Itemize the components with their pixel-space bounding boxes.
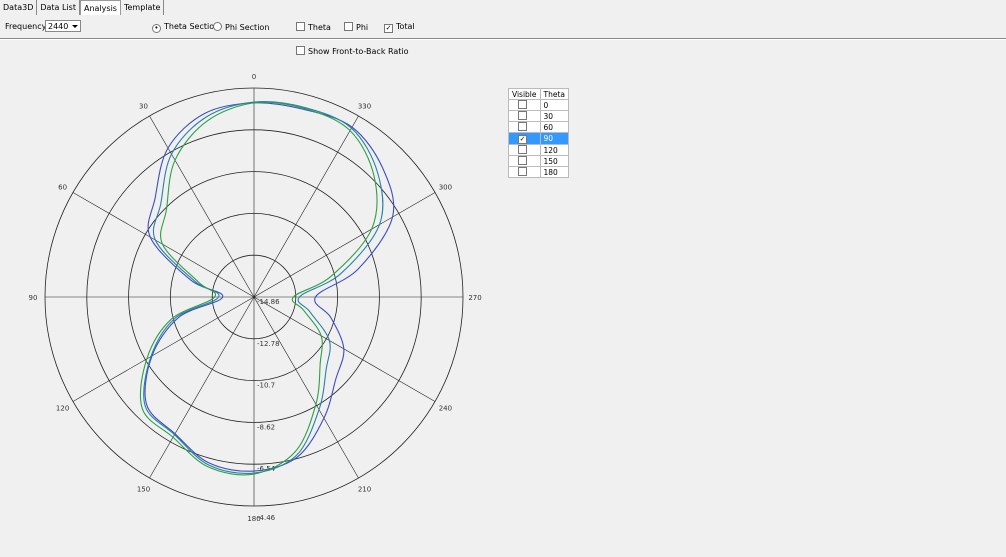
visible-cell: ✓ [508, 132, 541, 145]
frequency-label: Frequency: [5, 22, 49, 31]
angle-label: 270 [468, 294, 481, 302]
theta-cell: 180 [539, 166, 569, 178]
checkbox[interactable]: ✓ [384, 24, 393, 33]
checkbox[interactable] [518, 122, 527, 131]
angle-label: 30 [139, 103, 148, 111]
r-tick-label: -12.78 [257, 340, 280, 348]
theta-cell: 30 [539, 110, 569, 122]
table-row[interactable]: 30 [508, 110, 569, 122]
visible-cell [508, 99, 541, 111]
spoke [253, 192, 436, 298]
pattern-curve [139, 101, 378, 476]
spoke [149, 115, 255, 298]
tab[interactable]: Template [121, 0, 165, 15]
theta-section-option[interactable]: • Theta Section [152, 22, 219, 33]
theta-cell: 120 [539, 144, 569, 156]
table-row[interactable]: 0 [508, 99, 569, 111]
checkbox[interactable] [518, 111, 527, 120]
option-label: Show Front-to-Back Ratio [308, 47, 409, 56]
spoke [72, 192, 255, 298]
option-label: Phi Section [225, 23, 270, 32]
angle-label: 120 [56, 405, 69, 413]
tab[interactable]: Analysis [80, 0, 121, 15]
column-header: Visible [508, 88, 541, 100]
phi-option[interactable]: Phi [344, 22, 368, 32]
theta-cell: 90 [539, 132, 569, 145]
theta-cell: 150 [539, 155, 569, 167]
r-tick-label: -14.86 [257, 298, 280, 306]
checkbox[interactable] [518, 145, 527, 154]
angle-label: 0 [252, 73, 256, 81]
theta-cell: 0 [539, 99, 569, 111]
checkbox[interactable] [344, 22, 353, 31]
tab-bar: Data3D Data List Analysis Template [0, 0, 165, 15]
radio-button[interactable] [213, 22, 222, 31]
tab[interactable]: Data3D [0, 0, 38, 15]
spoke [149, 296, 255, 479]
spoke [253, 296, 436, 402]
angle-label: 90 [29, 294, 38, 302]
front-to-back-option[interactable]: Show Front-to-Back Ratio [296, 46, 409, 56]
option-label: Theta [308, 23, 331, 32]
tab[interactable]: Data List [37, 0, 80, 15]
option-label: Total [396, 22, 415, 31]
total-option[interactable]: ✓ Total [384, 22, 415, 33]
angle-label: 180 [247, 515, 260, 523]
checkbox[interactable] [296, 46, 305, 55]
angle-label: 330 [358, 103, 371, 111]
theta-cell: 60 [539, 121, 569, 133]
phi-section-option[interactable]: Phi Section [213, 22, 269, 32]
angle-label: 300 [439, 184, 452, 192]
checkbox[interactable] [518, 156, 527, 165]
spoke [253, 115, 359, 298]
visible-cell [508, 121, 541, 133]
frequency-dropdown[interactable]: 2440 [45, 20, 81, 32]
r-tick-label: -10.7 [257, 382, 275, 390]
r-tick-label: -8.62 [257, 423, 275, 431]
polar-chart: -14.86-12.78-10.7-8.62-6.54-4.4603060901… [29, 73, 482, 523]
checkbox[interactable] [518, 167, 527, 176]
table-row[interactable]: 60 [508, 121, 569, 133]
visible-cell [508, 144, 541, 156]
checkbox[interactable] [518, 100, 527, 109]
table-row[interactable]: 180 [508, 166, 569, 178]
table-row[interactable]: 120 [508, 144, 569, 156]
visible-cell [508, 110, 541, 122]
visible-cell [508, 166, 541, 178]
angle-label: 240 [439, 405, 452, 413]
separator [0, 38, 1006, 40]
pattern-curve [143, 101, 384, 474]
option-label: Phi [356, 23, 369, 32]
angle-label: 60 [58, 184, 67, 192]
column-header: Theta [539, 88, 569, 100]
theta-table: Visible Theta 0 30 60 ✓ 90 120 150 180 [508, 88, 569, 178]
table-row[interactable]: 150 [508, 155, 569, 167]
spoke [72, 296, 255, 402]
r-tick-label: -4.46 [257, 514, 276, 522]
checkbox[interactable]: ✓ [518, 135, 527, 144]
table-row[interactable]: ✓ 90 [508, 132, 569, 145]
option-label: Theta Section [164, 22, 220, 31]
angle-label: 210 [358, 485, 371, 493]
angle-label: 150 [137, 485, 150, 493]
radio-button[interactable]: • [152, 24, 161, 33]
visible-cell [508, 155, 541, 167]
theta-option[interactable]: Theta [296, 22, 331, 32]
pattern-curve [144, 102, 395, 472]
checkbox[interactable] [296, 22, 305, 31]
spoke [253, 296, 359, 479]
